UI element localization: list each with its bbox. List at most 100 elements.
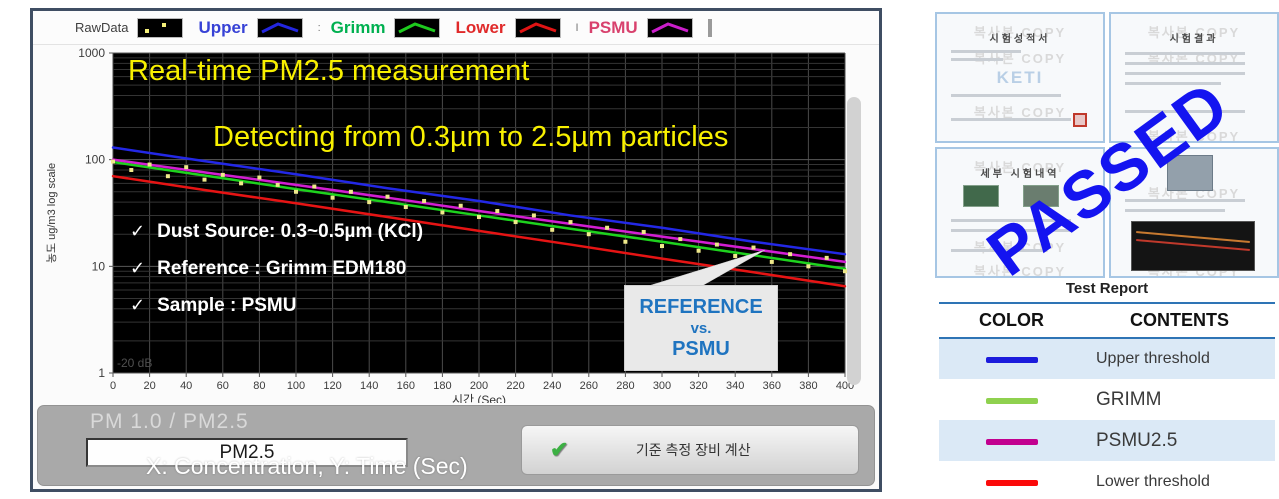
svg-text:240: 240	[543, 380, 561, 392]
svg-text:300: 300	[653, 380, 671, 392]
table-header-row: COLOR CONTENTS	[939, 303, 1275, 338]
legend-label-psmu: PSMU	[588, 17, 638, 37]
svg-text:120: 120	[323, 380, 341, 392]
svg-text:140: 140	[360, 380, 378, 392]
row-label: PSMU2.5	[1096, 429, 1178, 451]
svg-text:농도 ug/m3 log scale: 농도 ug/m3 log scale	[45, 163, 58, 263]
document-text-line	[1125, 209, 1225, 212]
document-text-line	[951, 94, 1061, 97]
chart-title: Real-time PM2.5 measurement	[128, 55, 530, 87]
chart-legend: RawData Upper : Grimm Lower	[33, 11, 879, 45]
document-text-line	[1125, 72, 1245, 75]
svg-text:60: 60	[217, 380, 229, 392]
copy-watermark: 복사본 COPY	[973, 105, 1067, 120]
row-label: Lower threshold	[1096, 472, 1210, 490]
calculate-button[interactable]: ✔ 기준 측정 장비 계산	[521, 425, 859, 475]
svg-text:220: 220	[506, 380, 524, 392]
legend-separator: I	[575, 21, 579, 34]
svg-text:380: 380	[799, 380, 817, 392]
document-text-line	[951, 118, 1071, 121]
sample-photo	[1023, 185, 1059, 207]
legend-item-rawdata[interactable]: RawData	[75, 18, 183, 37]
condition-dust-source: ✓ Dust Source: 0.3~0.5µm (KCl)	[130, 221, 423, 243]
sample-photo	[963, 185, 999, 207]
legend-item-upper[interactable]: Upper	[198, 17, 302, 38]
condition-sample: ✓ Sample : PSMU	[130, 295, 423, 317]
callout-line: vs.	[690, 319, 712, 337]
document-text-line	[1125, 82, 1221, 85]
report-document-3: 복사본 COPY 복사본 COPY 복사본 COPY 세부 시험내역	[935, 147, 1105, 278]
svg-text:10: 10	[92, 259, 106, 273]
document-text-line	[951, 58, 1003, 61]
control-bar: PM 1.0 / PM2.5 X: Concentration, Y: Time…	[37, 405, 875, 486]
check-icon: ✓	[130, 221, 146, 241]
svg-text:-20 dB: -20 dB	[117, 356, 152, 370]
legend-item-psmu[interactable]: I PSMU	[576, 18, 692, 38]
column-header-contents: CONTENTS	[1130, 310, 1229, 330]
grimm-line-icon	[395, 18, 440, 37]
condition-reference: ✓ Reference : Grimm EDM180	[130, 258, 423, 280]
document-title: 시험결과	[1169, 34, 1219, 45]
check-icon: ✓	[130, 295, 146, 315]
copy-watermark: 복사본 COPY	[973, 240, 1067, 255]
svg-text:200: 200	[470, 380, 488, 392]
row-label: Upper threshold	[1096, 350, 1210, 367]
table-row: PSMU2.5	[939, 420, 1275, 461]
legend-item-lower[interactable]: Lower	[455, 17, 560, 38]
color-legend-table: COLOR CONTENTS Upper threshold GRIMM PSM…	[939, 302, 1275, 499]
check-icon: ✓	[130, 258, 146, 278]
document-text-line	[951, 50, 1021, 53]
rawdata-dots-icon	[138, 18, 183, 37]
equipment-photo	[1167, 155, 1213, 191]
test-conditions: ✓ Dust Source: 0.3~0.5µm (KCl) ✓ Referen…	[130, 221, 423, 332]
green-check-icon: ✔	[550, 437, 569, 462]
pm-chart: 0 20 40 60 80 100 120 140 160 180 200 220 240 260 280 3…	[41, 45, 865, 403]
report-document-4: 복사본 COPY 복사본 COPY	[1109, 147, 1279, 278]
legend-item-grimm[interactable]: : Grimm	[318, 18, 440, 38]
copy-watermark: 복사본 COPY	[973, 51, 1067, 66]
chart-canvas: 0 20 40 60 80 100 120 140 160 180 200 220 240 260 280 3…	[45, 46, 854, 403]
svg-text:100: 100	[85, 153, 105, 167]
report-documents: 복사본 COPY 복사본 COPY 복사본 COPY 시험성적서 KETI 복사…	[935, 12, 1279, 278]
svg-text:280: 280	[616, 380, 634, 392]
document-title: 세부 시험내역	[980, 169, 1060, 180]
table-row: GRIMM	[939, 379, 1275, 420]
callout-line: REFERENCE	[639, 295, 763, 318]
psmu-color-swatch	[985, 438, 1038, 445]
mini-result-chart	[1131, 221, 1255, 271]
condition-text: Reference : Grimm EDM180	[157, 258, 407, 279]
column-header-color: COLOR	[979, 310, 1044, 330]
report-table-title: Test Report	[1065, 280, 1149, 297]
axis-note: X: Concentration, Y: Time (Sec)	[146, 453, 468, 479]
svg-text:360: 360	[763, 380, 781, 392]
lower-color-swatch	[985, 479, 1038, 486]
document-title: 시험성적서	[989, 34, 1051, 45]
keti-logo: KETI	[996, 68, 1044, 87]
pm-select-input[interactable]	[86, 438, 408, 467]
legend-label-upper: Upper	[198, 17, 248, 37]
svg-text:340: 340	[726, 380, 744, 392]
document-text-line	[1125, 110, 1245, 113]
document-text-line	[951, 219, 1071, 222]
upper-color-swatch	[985, 357, 1038, 363]
copy-watermark: 복사본 COPY	[973, 160, 1067, 175]
legend-label-grimm: Grimm	[330, 17, 386, 37]
document-text-line	[951, 249, 1047, 252]
pm-mode-label: PM 1.0 / PM2.5	[90, 410, 249, 433]
legend-label-lower: Lower	[455, 17, 506, 37]
upper-line-icon	[257, 18, 302, 37]
svg-text:80: 80	[253, 380, 265, 392]
svg-text:260: 260	[580, 380, 598, 392]
red-seal-stamp	[1073, 113, 1087, 127]
document-text-line	[1125, 199, 1245, 202]
legend-end-divider	[707, 18, 712, 37]
legend-separator: :	[317, 21, 321, 34]
svg-text:100: 100	[287, 380, 305, 392]
chart-scrollbar[interactable]	[847, 97, 861, 385]
table-row: Lower threshold	[939, 461, 1275, 499]
document-text-line	[1125, 62, 1245, 65]
svg-text:160: 160	[397, 380, 415, 392]
report-document-2: 복사본 COPY 복사본 COPY 복사본 COPY 시험결과	[1109, 12, 1279, 143]
calculate-button-label: 기준 측정 장비 계산	[635, 442, 751, 458]
